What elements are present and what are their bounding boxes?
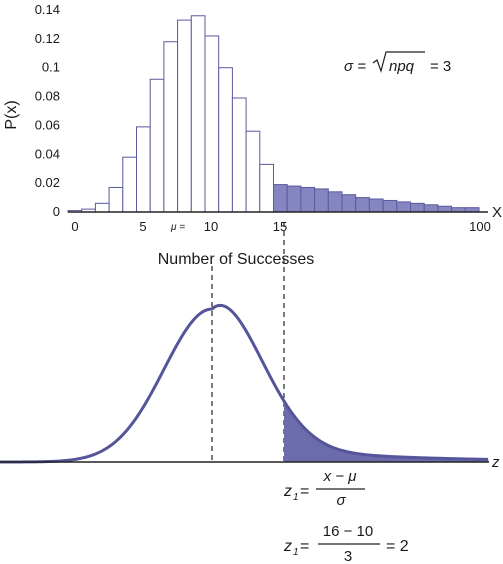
- histogram-bar: [163, 41, 179, 213]
- histogram-bar-shaded: [327, 191, 343, 213]
- formula1-numerator: x − μ: [323, 468, 357, 485]
- histogram-chart: 00.020.040.060.080.10.120.14 P(x) X 0 5 …: [3, 2, 502, 268]
- histogram-bar-shaded: [314, 188, 329, 213]
- y-tick-label: 0.14: [35, 2, 60, 17]
- x-tick-label: 15: [273, 219, 287, 234]
- histogram-bar: [108, 186, 124, 213]
- histogram-bar-shaded: [286, 185, 302, 213]
- histogram-bar-shaded: [341, 194, 357, 213]
- sigma-formula: σ = npq = 3: [344, 51, 451, 75]
- sqrt-sign: [372, 51, 425, 74]
- normal-curve: [0, 303, 489, 464]
- y-tick-label: 0: [53, 204, 60, 219]
- mu-label: μ =: [170, 222, 185, 233]
- histogram-bars: [67, 15, 480, 213]
- histogram-bar: [136, 126, 151, 213]
- y-tick-label: 0.1: [42, 60, 60, 75]
- formula2-subscript: 1: [293, 547, 299, 558]
- histogram-bar: [218, 67, 233, 213]
- formula1-equals: =: [300, 483, 309, 500]
- histogram-bar-shaded: [355, 197, 370, 213]
- x-tick-label: 5: [139, 219, 146, 234]
- histogram-bar: [122, 156, 138, 213]
- x-tick-label: 10: [204, 219, 218, 234]
- y-axis-label: P(x): [3, 100, 20, 129]
- histogram-bar-shaded: [382, 199, 398, 213]
- y-tick-label: 0.12: [35, 31, 60, 46]
- sigma-rhs: = 3: [430, 58, 451, 75]
- z-formula-computation: z 1 = 16 − 10 3 = 2: [283, 523, 409, 564]
- histogram-bar: [177, 19, 192, 213]
- histogram-bar: [190, 15, 206, 213]
- formula2-denominator: 3: [344, 548, 352, 564]
- y-tick-label: 0.02: [35, 175, 60, 190]
- histogram-bar: [259, 163, 274, 213]
- x-axis-label: Number of Successes: [158, 251, 315, 268]
- histogram-bar-shaded: [437, 205, 453, 213]
- tail-area: [284, 401, 489, 462]
- formula2-z: z: [283, 538, 292, 555]
- histogram-bar-shaded: [368, 198, 384, 213]
- y-tick-label: 0.06: [35, 117, 60, 132]
- z-axis-letter: z: [491, 454, 500, 471]
- y-tick-labels: 0 0.02 0.04 0.06 0.08 0.1 0.12 0.14: [35, 2, 60, 219]
- y-tick-label: 0.08: [35, 89, 60, 104]
- x-tick-label: 0: [71, 219, 78, 234]
- histogram-bar-shaded: [423, 204, 439, 213]
- histogram-bar-shaded: [273, 184, 288, 213]
- histogram-bar: [231, 97, 247, 213]
- x-tick-label: 100: [469, 219, 491, 234]
- formula2-equals: =: [300, 538, 309, 555]
- normal-curve-chart: z: [0, 303, 500, 471]
- histogram-bar: [94, 202, 110, 213]
- y-tick-label: 0.04: [35, 146, 60, 161]
- formula2-result: = 2: [386, 538, 409, 555]
- histogram-bar-shaded: [300, 186, 316, 213]
- histogram-bar-shaded: [396, 201, 411, 213]
- formula1-z: z: [283, 483, 292, 500]
- z-formula-definition: z 1 = x − μ σ: [283, 468, 365, 509]
- sigma-lhs: σ =: [344, 58, 366, 75]
- x-axis-letter: X: [492, 204, 502, 221]
- histogram-bar: [149, 78, 165, 213]
- formula1-subscript: 1: [293, 492, 299, 503]
- formula1-denominator: σ: [336, 492, 346, 509]
- formula2-numerator: 16 − 10: [323, 523, 373, 540]
- sigma-radicand: npq: [389, 58, 415, 75]
- histogram-bar: [245, 130, 261, 213]
- histogram-bar: [204, 35, 220, 213]
- histogram-bar-shaded: [410, 202, 425, 213]
